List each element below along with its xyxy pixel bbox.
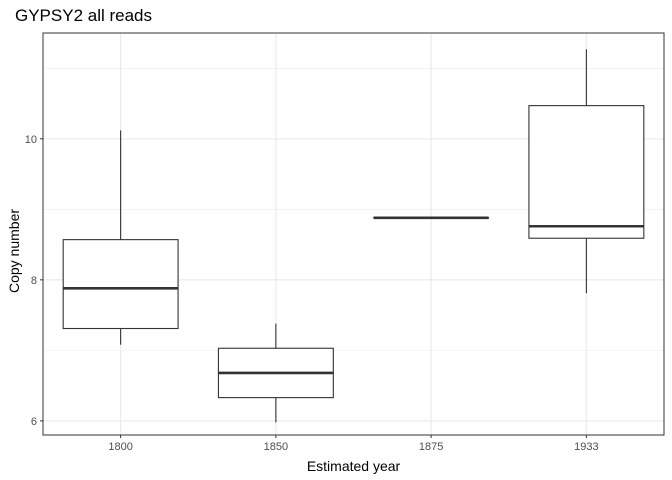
x-tick-label: 1875	[419, 441, 443, 453]
axes: 6 8 10 1800 1850 1875 1933	[25, 134, 599, 453]
box-1933	[528, 49, 645, 294]
y-tick-label: 6	[31, 416, 37, 428]
x-tick-label: 1800	[108, 441, 132, 453]
y-axis-title: Copy number	[6, 209, 22, 293]
x-tick-label: 1850	[264, 441, 288, 453]
y-tick-label: 8	[31, 275, 37, 287]
y-tick-label: 10	[25, 134, 37, 146]
box-body	[62, 239, 179, 330]
chart-title: GYPSY2 all reads	[15, 6, 152, 25]
box-body	[528, 105, 645, 239]
box-1800	[62, 130, 179, 345]
x-tick-label: 1933	[574, 441, 598, 453]
x-axis-title: Estimated year	[307, 458, 401, 474]
panel-border	[42, 32, 665, 436]
boxes	[62, 49, 645, 423]
box-1850	[217, 323, 334, 423]
